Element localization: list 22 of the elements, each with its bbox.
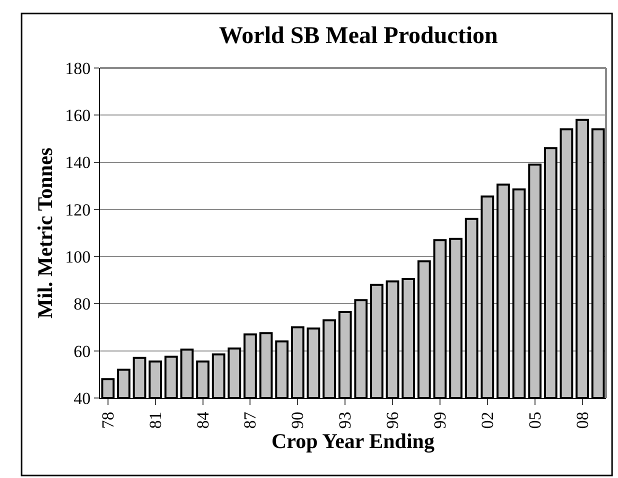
y-tick-label: 180	[65, 58, 91, 78]
y-axis-title: Mil. Metric Tonnes	[33, 148, 58, 318]
x-tick-label: 08	[572, 412, 592, 429]
x-tick-label: 96	[383, 412, 402, 429]
y-tick-label: 60	[74, 342, 91, 361]
x-tick-label: 87	[240, 411, 260, 429]
x-tick-label: 90	[288, 412, 308, 429]
x-tick-label: 84	[193, 411, 212, 429]
x-tick-label: 02	[478, 412, 497, 429]
y-tick-label: 40	[74, 388, 91, 408]
y-tick-label: 140	[65, 153, 91, 172]
y-tick-label: 160	[65, 106, 91, 126]
x-tick-label: 93	[336, 412, 355, 429]
chart-title: World SB Meal Production	[218, 23, 498, 50]
x-axis-title: Crop Year Ending	[272, 428, 435, 453]
x-tick-label: 99	[430, 412, 450, 429]
y-tick-label: 100	[65, 248, 91, 267]
x-tick-label: 05	[525, 412, 544, 429]
x-tick-label: 81	[146, 412, 165, 429]
y-tick-label: 80	[74, 294, 91, 314]
x-tick-label: 78	[98, 412, 118, 429]
y-tick-label: 120	[65, 200, 91, 220]
